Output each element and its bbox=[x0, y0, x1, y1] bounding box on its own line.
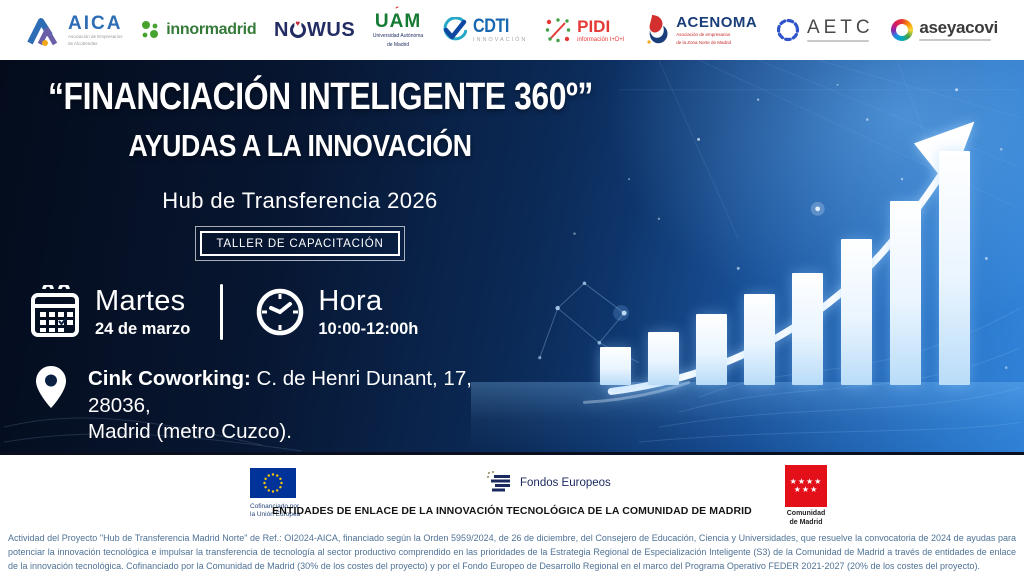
logo-innormadrid: innormadrid bbox=[140, 20, 257, 40]
location-text: Cink Coworking: C. de Henri Dunant, 17, … bbox=[88, 366, 528, 446]
eu-flag-icon bbox=[250, 468, 296, 498]
chart-bar bbox=[841, 239, 872, 385]
uam-logo-subtext: Universidad Autónoma bbox=[372, 33, 424, 39]
date-day-label: Martes bbox=[95, 285, 186, 317]
aica-logo-subtext: Asociación de Empresarios bbox=[68, 34, 123, 39]
schedule-divider bbox=[220, 284, 224, 340]
location-pin-icon bbox=[36, 366, 66, 408]
hero-banner: “FINANCIACIÓN INTELIGENTE 360º” AYUDAS A… bbox=[0, 60, 1024, 455]
location-address-line2: Madrid (metro Cuzco). bbox=[88, 420, 292, 444]
footer: Cofinanciado por la Unión Europea Fondos … bbox=[0, 455, 1024, 580]
floor-glow bbox=[471, 382, 1024, 452]
fondos-europeos-icon bbox=[487, 471, 510, 492]
chart-bar bbox=[648, 332, 679, 385]
cdti-logo-icon bbox=[443, 17, 467, 41]
event-subtitle-line: AYUDAS A LA INNOVACIÓN bbox=[128, 128, 472, 163]
logo-aetc: AETC bbox=[775, 17, 874, 43]
comunidad-madrid-flag-icon: ★★★★ ★★★ bbox=[785, 465, 827, 507]
time-label: Hora bbox=[318, 285, 383, 317]
aseyacovi-logo-subtext-line bbox=[919, 39, 992, 41]
cdti-logo-subtext: INNOVACIÓN bbox=[472, 36, 528, 43]
uam-logo-text: UAM ´ bbox=[374, 3, 422, 32]
acenoma-logo-text: ACENOMA bbox=[676, 13, 758, 31]
chart-bar bbox=[696, 314, 727, 385]
location-venue: Cink Coworking: bbox=[88, 367, 251, 390]
location-row: Cink Coworking: C. de Henri Dunant, 17, … bbox=[36, 366, 528, 446]
logo-cdti: CDTI INNOVACIÓN bbox=[441, 17, 527, 44]
aseyacovi-logo-text: aseyacovi bbox=[919, 18, 998, 37]
nowus-logo-text: NWUS bbox=[274, 19, 355, 42]
aica-logo-icon bbox=[27, 18, 58, 46]
aetc-logo-subtext-line bbox=[806, 40, 869, 42]
comunidad-madrid-block: ★★★★ ★★★ Comunidad de Madrid bbox=[783, 465, 829, 528]
pidi-logo-subtext: información I+D+I bbox=[577, 36, 625, 43]
fondos-europeos-label: Fondos Europeos bbox=[520, 477, 611, 489]
uam-logo-subtext: de Madrid bbox=[386, 41, 410, 48]
nowus-o-heart-icon bbox=[290, 22, 306, 38]
eu-caption: Cofinanciado por la Unión Europea bbox=[250, 503, 301, 519]
aseyacovi-ring-icon bbox=[891, 19, 914, 41]
entities-line: ENTIDADES DE ENLACE DE LA INNOVACIÓN TEC… bbox=[272, 505, 752, 517]
event-program: Hub de Transferencia 2026 bbox=[162, 188, 438, 213]
location-address-line1: C. de Henri Dunant, 17, 28036, bbox=[88, 367, 472, 417]
chart-bar bbox=[744, 294, 775, 385]
clock-icon bbox=[257, 288, 304, 336]
aetc-logo-text: AETC bbox=[806, 17, 874, 38]
aetc-logo-icon bbox=[776, 18, 800, 42]
acenoma-logo-icon bbox=[647, 15, 668, 44]
chart-bar bbox=[939, 151, 970, 385]
chart-bar bbox=[600, 347, 631, 385]
event-type-badge: TALLER DE CAPACITACIÓN bbox=[195, 226, 405, 261]
chart-bar bbox=[792, 273, 823, 385]
time-value: 10:00-12:00h bbox=[318, 320, 419, 338]
fondos-europeos-block: Fondos Europeos bbox=[486, 471, 611, 495]
chart-bars bbox=[0, 60, 1024, 452]
date-value: 24 de marzo bbox=[95, 320, 191, 338]
logo-aseyacovi: aseyacovi bbox=[891, 19, 998, 41]
title-block: “FINANCIACIÓN INTELIGENTE 360º” AYUDAS A… bbox=[0, 76, 600, 261]
calendar-icon bbox=[31, 285, 79, 337]
innormadrid-logo-icon bbox=[142, 21, 159, 38]
logo-aica: AICA Asociación de Empresarios de Alcobe… bbox=[26, 13, 123, 47]
logo-nowus: NWUS bbox=[274, 19, 355, 42]
date-block: Martes 24 de marzo bbox=[95, 285, 190, 339]
schedule-row: Martes 24 de marzo Hora 10:00-12:00h bbox=[28, 284, 418, 340]
time-block: Hora 10:00-12:00h bbox=[318, 285, 418, 339]
event-title: “FINANCIACIÓN INTELIGENTE 360º” bbox=[48, 76, 593, 118]
logo-acenoma: ACENOMA Asociación de empresarios de la … bbox=[642, 14, 757, 46]
cdti-logo-text: CDTI bbox=[472, 15, 509, 37]
legal-fine-print: Actividad del Proyecto "Hub de Transfere… bbox=[8, 533, 1016, 571]
pidi-logo-text: PIDI bbox=[577, 16, 611, 36]
acenoma-logo-subtext: Asociación de empresarios bbox=[676, 31, 731, 37]
aica-logo-text: AICA bbox=[68, 13, 123, 34]
comunidad-madrid-caption: Comunidad de Madrid bbox=[786, 510, 826, 526]
eu-stars bbox=[263, 473, 283, 493]
logo-uam: UAM ´ Universidad Autónoma de Madrid bbox=[372, 3, 424, 48]
innormadrid-logo-text: innormadrid bbox=[166, 21, 257, 38]
logo-pidi: PIDI información I+D+I bbox=[545, 17, 624, 43]
aica-logo-subtext: de Alcobendas bbox=[68, 40, 98, 46]
acenoma-logo-subtext: de la Zona Norte de Madrid bbox=[676, 39, 731, 45]
chart-bar bbox=[890, 201, 921, 385]
pidi-logo-icon bbox=[545, 18, 571, 43]
eu-cofunding-block: Cofinanciado por la Unión Europea bbox=[250, 468, 320, 520]
partner-logo-bar: AICA Asociación de Empresarios de Alcobe… bbox=[0, 0, 1024, 60]
